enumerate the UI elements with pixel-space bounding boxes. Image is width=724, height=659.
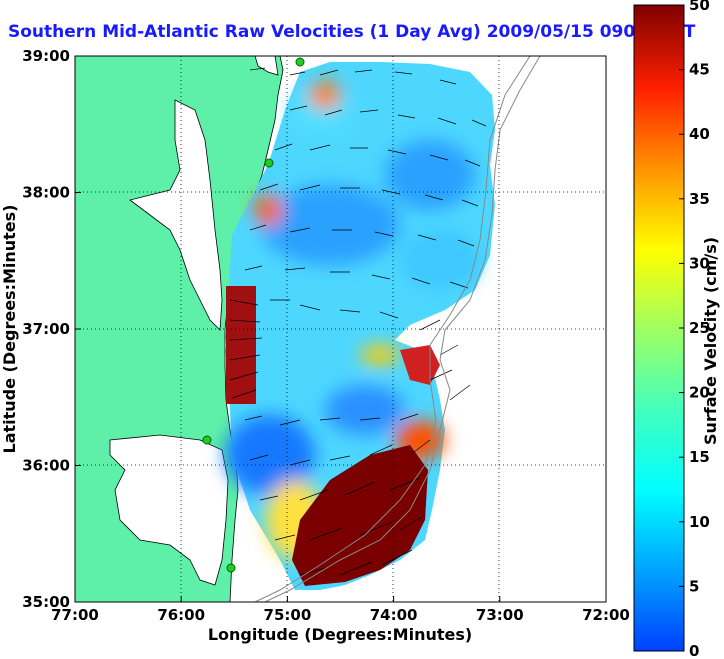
colorbar-tick-label: 40 xyxy=(689,125,710,143)
colorbar-tick-label: 5 xyxy=(689,577,699,595)
colorbar-label: Surface Velocity (cm/s) xyxy=(701,237,720,445)
colorbar-tick-label: 10 xyxy=(689,513,710,531)
colorbar xyxy=(633,4,685,652)
y-axis-label: Latitude (Degrees:Minutes) xyxy=(0,205,19,454)
x-tick-label: 76:00 xyxy=(157,606,205,624)
x-tick-label: 73:00 xyxy=(476,606,524,624)
map-grid xyxy=(75,56,606,602)
y-tick-label: 36:00 xyxy=(22,457,70,475)
colorbar-tick-label: 20 xyxy=(689,384,710,402)
bathymetry-contours xyxy=(254,56,541,602)
x-tick-label: 77:00 xyxy=(51,606,99,624)
x-axis-ticks: 77:00 76:00 75:00 74:00 73:00 72:00 xyxy=(51,596,630,624)
velocity-vectors xyxy=(229,67,487,576)
station-marker xyxy=(202,435,212,445)
chesapeake-bay xyxy=(129,99,223,331)
colorbar-tick-label: 30 xyxy=(689,254,710,272)
colorbar-tick-label: 50 xyxy=(689,0,710,14)
y-tick-label: 38:00 xyxy=(22,184,70,202)
y-tick-label: 37:00 xyxy=(22,320,70,338)
delaware-bay xyxy=(254,56,279,76)
x-tick-label: 72:00 xyxy=(582,606,630,624)
station-marker xyxy=(226,563,236,573)
station-marker xyxy=(264,158,274,168)
colorbar-tick-label: 15 xyxy=(689,448,710,466)
y-tick-label: 35:00 xyxy=(22,593,70,611)
pamlico-sound xyxy=(109,434,229,586)
hf-radar-stations xyxy=(202,57,305,573)
station-marker xyxy=(295,57,305,67)
y-tick-label: 39:00 xyxy=(22,47,70,65)
x-axis-label: Longitude (Degrees:Minutes) xyxy=(208,625,472,644)
y-axis-ticks: 39:00 38:00 37:00 36:00 35:00 xyxy=(22,47,81,611)
x-tick-label: 74:00 xyxy=(370,606,418,624)
x-tick-label: 75:00 xyxy=(264,606,312,624)
colorbar-tick-label: 0 xyxy=(689,642,699,659)
colorbar-tick-label: 45 xyxy=(689,61,710,79)
map-title: Southern Mid-Atlantic Raw Velocities (1 … xyxy=(8,22,696,42)
colorbar-tick-label: 25 xyxy=(689,319,710,337)
colorbar-tick-label: 35 xyxy=(689,190,710,208)
